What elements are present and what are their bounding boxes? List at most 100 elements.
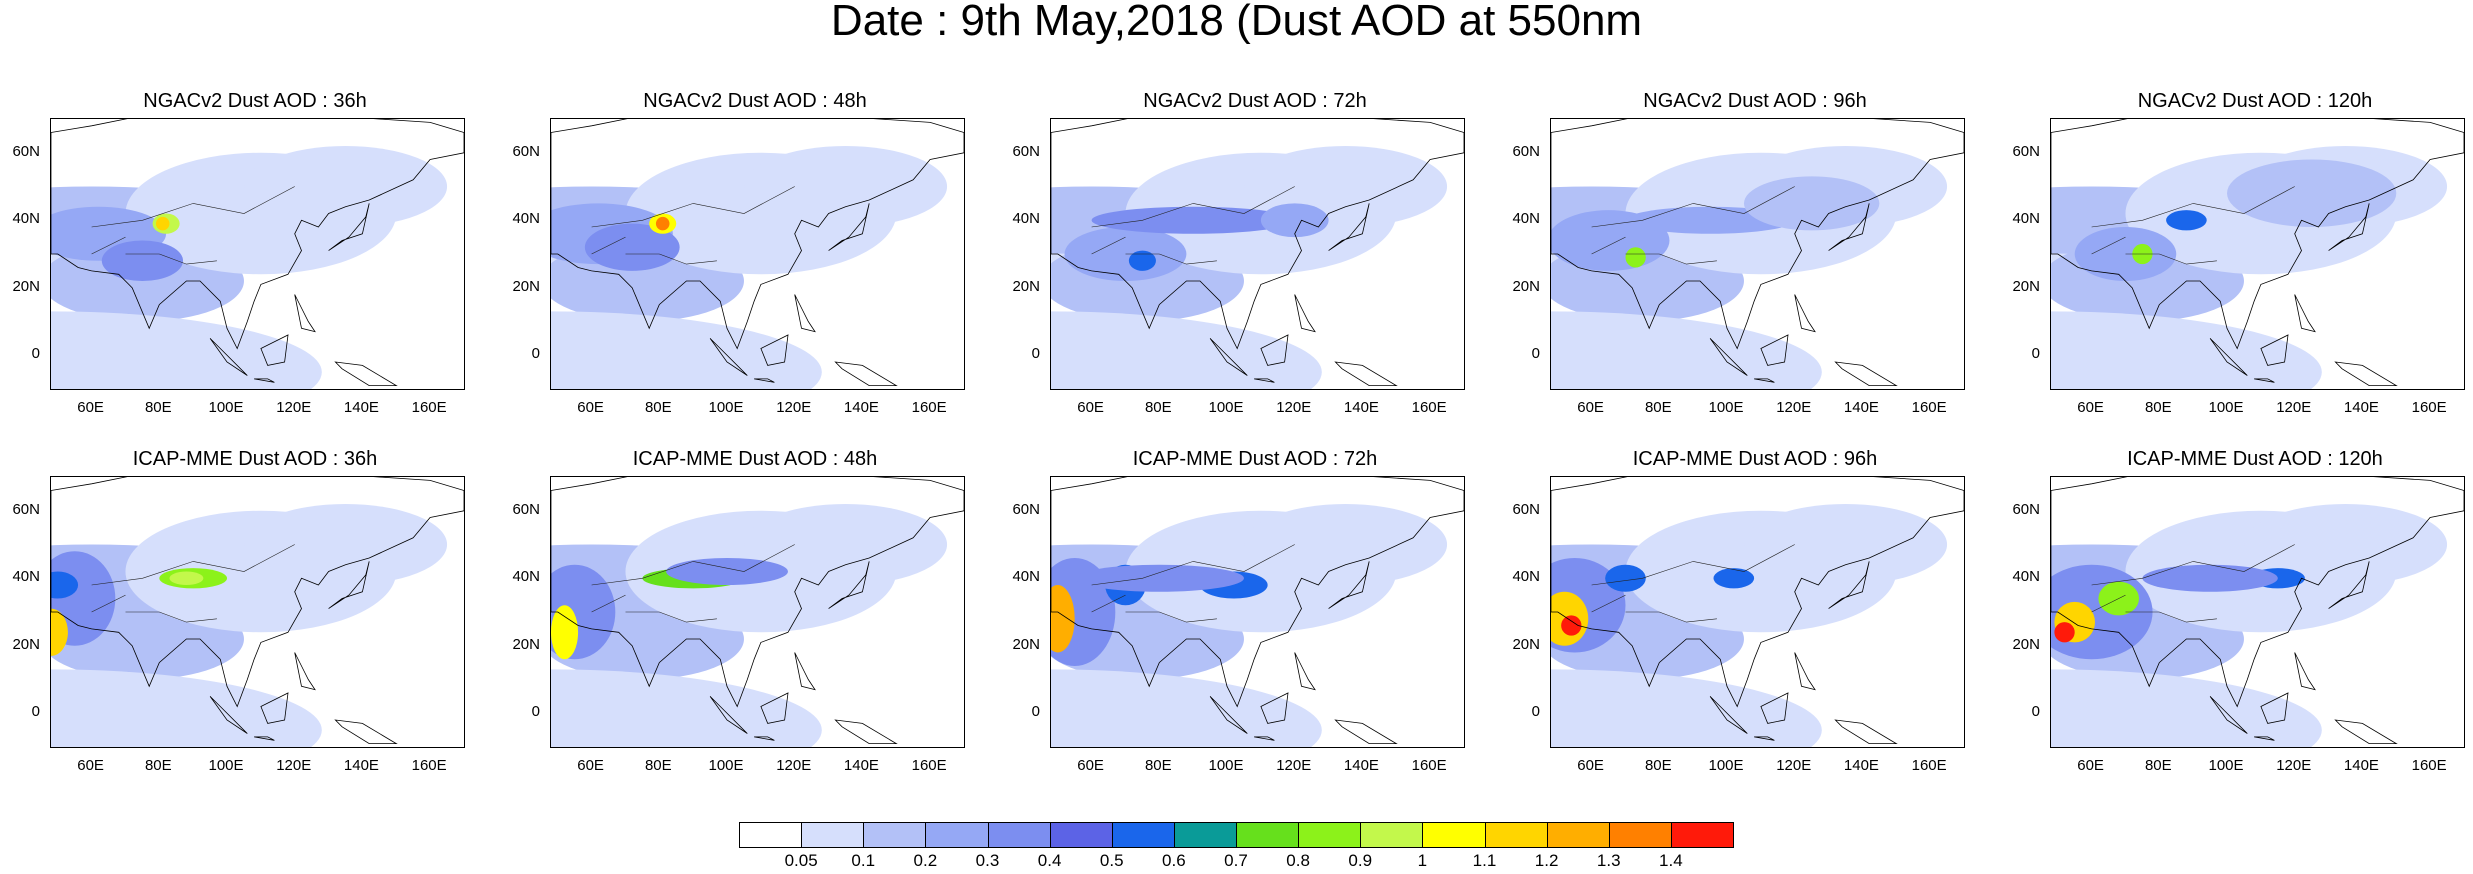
- y-tick-label: 40N: [1512, 568, 1540, 586]
- coastline: [334, 361, 398, 387]
- panel-title: NGACv2 Dust AOD : 36h: [143, 90, 367, 112]
- country-border: [625, 253, 717, 265]
- x-tick-label: 160E: [411, 757, 447, 774]
- dust-plume-region: [666, 558, 788, 585]
- y-tick-label: 60N: [12, 500, 40, 518]
- dust-plume-region: [2227, 159, 2397, 227]
- coastline: [1294, 294, 1316, 333]
- coastline: [794, 652, 816, 691]
- coastline: [1328, 561, 1370, 609]
- x-tick-label: 80E: [1644, 399, 1672, 416]
- x-tick-label: 80E: [2144, 757, 2172, 774]
- x-tick-label: 160E: [911, 399, 947, 416]
- x-tick-label: 140E: [2343, 757, 2379, 774]
- coastline: [1334, 361, 1398, 387]
- coastline: [1254, 378, 1275, 383]
- y-tick-label: 0: [31, 703, 40, 721]
- dust-plume-region: [1743, 176, 1880, 231]
- dust-plume-region: [743, 146, 948, 227]
- coastline: [1294, 652, 1316, 691]
- x-tick-label: 60E: [2077, 399, 2104, 416]
- x-tick-label: 60E: [2077, 757, 2104, 774]
- colorbar-swatch: [925, 822, 989, 848]
- dust-plume-region: [584, 223, 680, 271]
- y-tick-label: 0: [2031, 345, 2040, 363]
- x-tick-label: 120E: [276, 757, 312, 774]
- dust-plume-region: [1713, 568, 1755, 589]
- coastline: [1760, 692, 1789, 724]
- y-tick-label: 60N: [2012, 142, 2040, 160]
- colorbar-swatch: [1670, 822, 1734, 848]
- x-tick-label: 60E: [1077, 757, 1104, 774]
- dust-plume-region: [2051, 311, 2322, 389]
- country-border: [125, 611, 217, 623]
- y-tick-label: 60N: [12, 142, 40, 160]
- colorbar-label: 1.1: [1472, 851, 1497, 870]
- colorbar-label: 0.8: [1286, 851, 1310, 870]
- country-border: [591, 594, 626, 613]
- dust-plume-region: [2243, 504, 2448, 585]
- coastline: [834, 719, 898, 745]
- coastline: [551, 119, 964, 350]
- panel-title: ICAP-MME Dust AOD : 36h: [132, 448, 378, 470]
- dust-plume-region: [551, 311, 822, 389]
- coastline: [709, 696, 748, 734]
- x-tick-label: 60E: [577, 399, 604, 416]
- map-panel: ICAP-MME Dust AOD : 72h 60N 40N 20N 0 60E 80E 1…: [1000, 446, 1470, 774]
- coastline: [254, 736, 275, 741]
- y-tick-label: 60N: [1012, 142, 1040, 160]
- y-tick-label: 60N: [1512, 500, 1540, 518]
- dust-plume-region: [1625, 247, 1646, 268]
- colorbar-swatch: [1049, 822, 1113, 848]
- dust-aod-map: [2051, 477, 2464, 747]
- x-tick-label: 100E: [2208, 399, 2244, 416]
- country-border: [2091, 544, 2295, 586]
- coastline: [794, 294, 816, 333]
- x-tick-label: 160E: [911, 757, 947, 774]
- country-border: [591, 544, 795, 586]
- x-tick-label: 140E: [2343, 399, 2379, 416]
- panel-title: ICAP-MME Dust AOD : 48h: [632, 448, 878, 470]
- map-panel: ICAP-MME Dust AOD : 36h 60N 40N 20N 0 60E 80E 1…: [0, 446, 470, 774]
- x-tick-label: 80E: [644, 399, 672, 416]
- y-tick-label: 60N: [1012, 500, 1040, 518]
- coastline: [294, 294, 316, 333]
- country-border: [91, 236, 126, 255]
- colorbar-label: 0.6: [1162, 851, 1186, 870]
- country-border: [91, 186, 295, 228]
- country-border: [1625, 253, 1717, 265]
- coastline: [260, 334, 289, 366]
- y-tick-label: 60N: [512, 500, 540, 518]
- country-border: [1091, 186, 1295, 228]
- coastline: [2294, 652, 2316, 691]
- colorbar-label: 0.1: [851, 851, 876, 870]
- dust-plume-region: [1561, 615, 1582, 636]
- x-tick-label: 60E: [1077, 399, 1104, 416]
- map-panel: NGACv2 Dust AOD : 120h 60N 40N 20N 0 60E 80E 10…: [2000, 88, 2470, 416]
- x-tick-label: 100E: [1708, 757, 1744, 774]
- x-tick-label: 160E: [1911, 757, 1947, 774]
- colorbar-label: 0.9: [1348, 851, 1373, 870]
- map-plot-area: [50, 118, 465, 390]
- dust-plume-region: [101, 240, 184, 281]
- coastline: [1209, 338, 1248, 376]
- coastline: [1794, 652, 1816, 691]
- colorbar-label: 0.2: [913, 851, 938, 870]
- x-tick-label: 160E: [411, 399, 447, 416]
- y-tick-label: 20N: [1512, 277, 1540, 295]
- y-tick-label: 40N: [512, 210, 540, 228]
- x-tick-label: 120E: [1776, 399, 1812, 416]
- dust-plume-region: [743, 504, 948, 585]
- coastline: [760, 692, 789, 724]
- y-tick-label: 60N: [1512, 142, 1540, 160]
- y-tick-label: 20N: [1012, 277, 1040, 295]
- x-tick-label: 80E: [144, 399, 172, 416]
- dust-plume-region: [1551, 669, 1822, 747]
- country-border: [2125, 253, 2217, 265]
- x-tick-label: 60E: [577, 757, 604, 774]
- dust-plume-region: [551, 669, 822, 747]
- x-tick-label: 140E: [343, 399, 379, 416]
- dust-aod-map: [551, 119, 964, 389]
- coastline: [754, 736, 775, 741]
- country-border: [2125, 611, 2217, 623]
